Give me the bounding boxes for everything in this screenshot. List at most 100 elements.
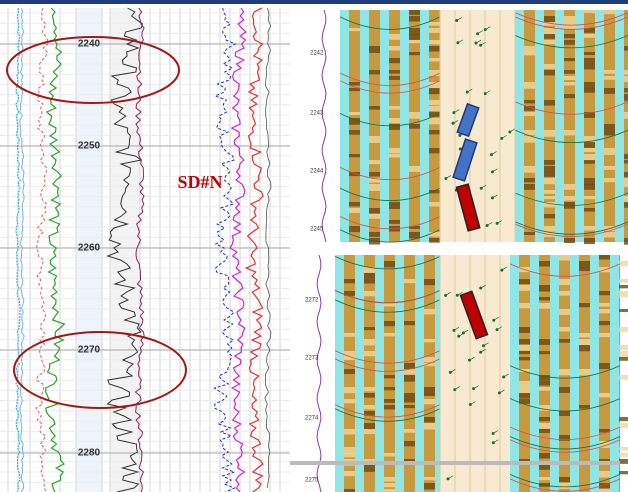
- image-texture: [384, 333, 395, 337]
- image-texture: [364, 405, 375, 410]
- log-curve: [264, 7, 272, 489]
- image-texture: [524, 106, 535, 111]
- image-texture: [624, 160, 628, 164]
- image-texture: [344, 333, 355, 337]
- sinusoid: [339, 80, 441, 94]
- image-texture: [544, 34, 555, 39]
- image-texture: [384, 387, 395, 391]
- image-texture: [559, 411, 570, 417]
- separator: [290, 461, 620, 465]
- image-texture: [604, 232, 615, 238]
- image-texture: [524, 130, 535, 136]
- image-texture: [349, 130, 360, 135]
- depth-label: 2270: [78, 345, 101, 356]
- sinusoid: [334, 255, 441, 270]
- sinusoid: [509, 473, 621, 488]
- sinusoid: [509, 436, 621, 450]
- image-texture: [429, 202, 440, 207]
- image-texture: [624, 202, 628, 208]
- image-texture: [364, 339, 375, 346]
- image-texture: [389, 118, 400, 124]
- image-texture: [404, 399, 415, 403]
- tadpole-tail: [491, 151, 497, 155]
- image-texture: [584, 10, 595, 14]
- image-texture: [364, 387, 375, 392]
- tadpole-tail: [483, 342, 489, 347]
- image-texture: [384, 453, 395, 457]
- image-texture: [624, 112, 628, 119]
- image-texture: [424, 417, 435, 423]
- image-texture: [409, 166, 420, 172]
- image-texture: [344, 399, 355, 404]
- tadpole-tail: [445, 175, 452, 179]
- image-texture: [619, 351, 628, 358]
- tadpole-tail: [480, 348, 486, 353]
- image-texture: [599, 393, 610, 398]
- image-texture: [564, 94, 575, 99]
- image-texture: [349, 88, 360, 92]
- tadpole-tail: [503, 373, 509, 378]
- image-texture: [599, 471, 610, 478]
- image-texture: [364, 351, 375, 357]
- image-texture: [349, 112, 360, 116]
- image-texture: [599, 483, 610, 489]
- image-stripe: [375, 255, 384, 492]
- sinusoid: [334, 290, 441, 304]
- image-texture: [384, 483, 395, 488]
- image-texture: [364, 267, 375, 273]
- image-texture: [624, 76, 628, 82]
- annotation: SD#N: [177, 172, 222, 192]
- image-texture: [519, 285, 530, 291]
- image-stripe: [575, 10, 584, 242]
- image-texture: [599, 429, 610, 433]
- image-texture: [619, 375, 628, 380]
- image-texture: [519, 279, 530, 285]
- image-texture: [429, 148, 440, 154]
- image-texture: [559, 339, 570, 343]
- image-stripe: [415, 255, 424, 492]
- sinusoid: [509, 439, 621, 453]
- image-texture: [564, 238, 575, 244]
- image-texture: [544, 226, 555, 232]
- image-texture: [584, 82, 595, 89]
- tadpole-tail: [484, 90, 491, 94]
- highlight-ellipse: [6, 36, 180, 104]
- depth-label: 2274: [305, 416, 319, 422]
- image-texture: [619, 327, 628, 332]
- depth-label: 2240: [78, 39, 101, 50]
- image-stripe: [395, 255, 404, 492]
- sinusoid: [509, 365, 621, 379]
- tadpole-tail: [492, 430, 499, 434]
- image-texture: [524, 46, 535, 53]
- sinusoid: [334, 358, 441, 372]
- image-texture: [409, 232, 420, 239]
- image-texture: [564, 16, 575, 23]
- image-texture: [539, 387, 550, 391]
- image-texture: [584, 208, 595, 212]
- image-texture: [604, 148, 615, 155]
- image-texture: [429, 46, 440, 52]
- tadpole-tail: [501, 135, 507, 139]
- image-texture: [584, 112, 595, 118]
- image-texture: [559, 483, 570, 489]
- image-texture: [599, 489, 610, 492]
- image-texture: [349, 28, 360, 32]
- image-texture: [369, 160, 380, 165]
- image-texture: [584, 184, 595, 190]
- sinusoid: [514, 34, 628, 49]
- tadpole-tail: [454, 386, 460, 390]
- tadpole-tail: [450, 369, 456, 373]
- image-texture: [524, 232, 535, 236]
- image-texture: [579, 369, 590, 376]
- image-texture: [429, 88, 440, 95]
- tadpole-tail: [458, 332, 464, 337]
- image-texture: [404, 441, 415, 447]
- image-texture: [409, 34, 420, 40]
- image-texture: [519, 339, 530, 345]
- image-texture: [584, 178, 595, 185]
- image-texture: [389, 70, 400, 74]
- tadpole-tail: [463, 329, 469, 334]
- image-texture: [424, 339, 435, 343]
- image-texture: [564, 34, 575, 39]
- image-texture: [389, 148, 400, 154]
